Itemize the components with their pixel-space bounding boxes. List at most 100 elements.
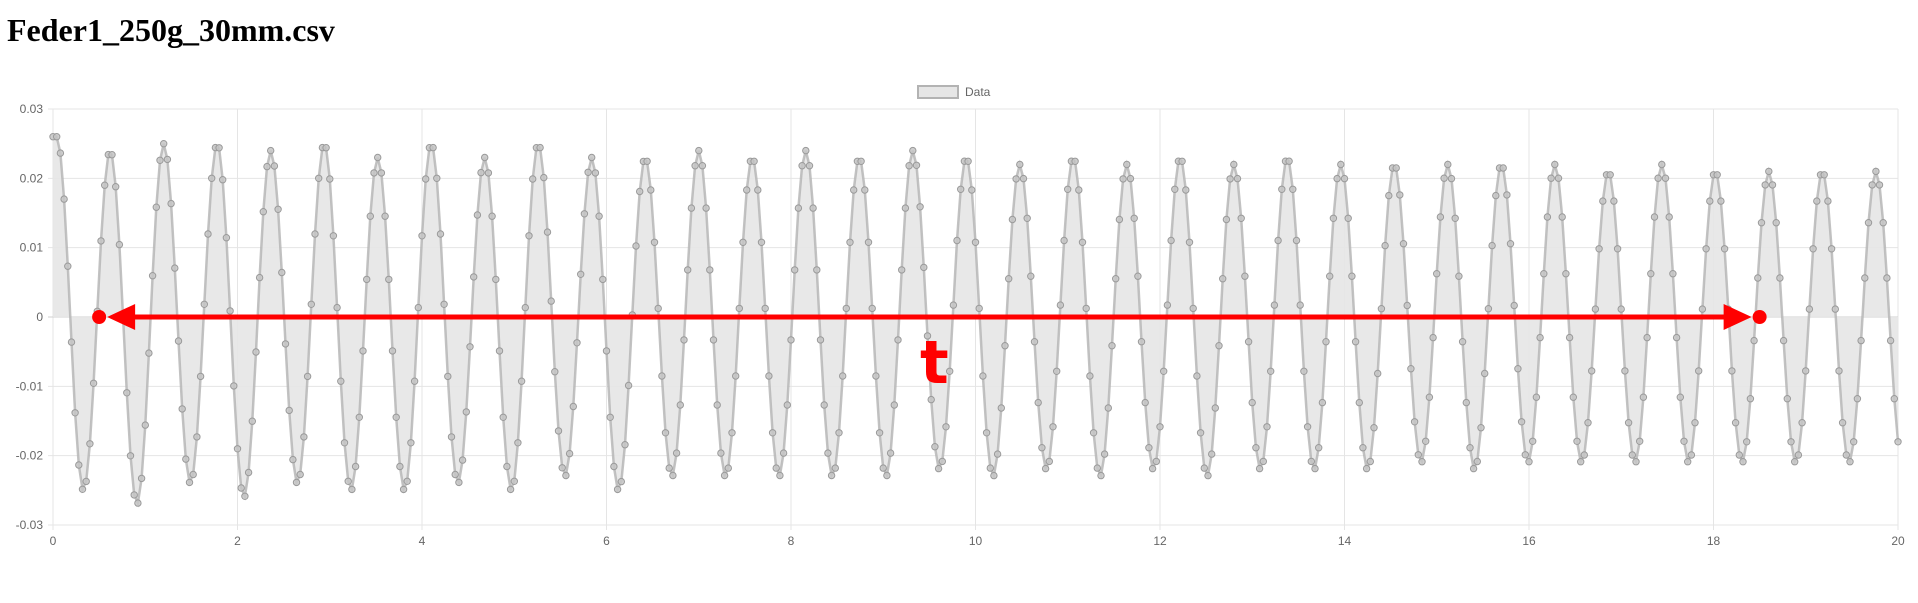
- y-tick-label: 0.01: [20, 241, 44, 255]
- data-point: [1160, 367, 1168, 375]
- data-point: [1381, 241, 1389, 250]
- data-point: [1624, 419, 1633, 427]
- data-point: [1355, 398, 1364, 407]
- data-point: [270, 162, 279, 170]
- data-point: [436, 230, 445, 238]
- data-point: [193, 433, 201, 441]
- data-point: [680, 336, 688, 344]
- y-tick-label: -0.01: [16, 379, 44, 393]
- data-point: [975, 304, 983, 313]
- data-point: [743, 186, 751, 194]
- data-point: [1112, 275, 1120, 283]
- data-point: [126, 452, 135, 460]
- data-point: [56, 149, 65, 157]
- data-point: [1182, 186, 1190, 194]
- data-point: [554, 427, 563, 435]
- data-point: [315, 174, 323, 183]
- data-point: [1060, 236, 1068, 245]
- data-point: [274, 205, 282, 214]
- data-point: [875, 429, 884, 437]
- data-point: [827, 471, 836, 480]
- data-point: [458, 456, 467, 464]
- data-point: [1621, 367, 1629, 375]
- data-point: [695, 146, 703, 155]
- data-point: [1064, 185, 1072, 194]
- data-point: [355, 413, 363, 421]
- data-point: [632, 242, 640, 250]
- data-point: [1126, 174, 1135, 183]
- data-point: [1200, 464, 1209, 472]
- data-point: [1023, 214, 1031, 223]
- data-point: [1772, 219, 1780, 227]
- data-point: [1208, 450, 1216, 458]
- data-point: [1558, 213, 1566, 221]
- data-point: [617, 477, 625, 486]
- data-point: [296, 470, 304, 479]
- data-point: [134, 499, 142, 507]
- data-point: [1580, 451, 1589, 459]
- data-point: [499, 413, 507, 421]
- data-point: [886, 449, 895, 457]
- data-point: [1422, 437, 1430, 445]
- data-point: [241, 492, 249, 500]
- data-point: [1034, 398, 1042, 407]
- data-point: [1152, 457, 1161, 466]
- data-point: [370, 169, 378, 177]
- x-tick-label: 18: [1707, 534, 1721, 548]
- data-point: [1307, 457, 1316, 466]
- data-point: [894, 336, 902, 344]
- data-point: [1591, 305, 1600, 313]
- data-point: [713, 401, 721, 409]
- data-point: [222, 234, 231, 242]
- data-point: [1119, 175, 1127, 183]
- data-point: [64, 262, 72, 270]
- data-point: [1108, 342, 1116, 350]
- data-point: [750, 157, 758, 166]
- data-point: [864, 238, 873, 247]
- data-point: [872, 372, 880, 380]
- data-point: [595, 212, 603, 220]
- data-point: [986, 464, 994, 472]
- data-point: [543, 228, 552, 236]
- data-point: [643, 157, 651, 166]
- data-point: [805, 162, 814, 170]
- data-point: [1418, 458, 1426, 466]
- data-point: [1746, 395, 1755, 403]
- data-point: [1414, 451, 1423, 459]
- data-point: [1019, 174, 1028, 183]
- data-point: [1632, 458, 1640, 466]
- data-point: [820, 401, 828, 409]
- data-point: [1329, 214, 1338, 223]
- data-point: [588, 153, 596, 162]
- data-point: [462, 408, 470, 416]
- data-point: [174, 337, 183, 345]
- data-point: [422, 175, 430, 183]
- data-point: [1492, 191, 1500, 200]
- data-point: [1311, 464, 1319, 473]
- data-point: [1215, 342, 1223, 350]
- data-point: [1267, 367, 1275, 375]
- annotation-start-dot: [92, 310, 107, 324]
- data-point: [1016, 160, 1024, 169]
- data-point: [219, 176, 227, 184]
- data-point: [289, 455, 297, 464]
- data-point: [1658, 160, 1666, 169]
- data-point: [189, 470, 197, 479]
- data-point: [1687, 451, 1696, 459]
- data-point: [1794, 451, 1803, 459]
- data-point: [765, 372, 773, 380]
- data-point: [503, 462, 511, 471]
- data-point: [97, 237, 105, 245]
- data-point: [1565, 333, 1574, 342]
- data-point: [429, 143, 437, 152]
- data-point: [148, 272, 157, 280]
- data-point: [842, 304, 850, 313]
- data-point: [1148, 464, 1157, 473]
- data-point: [385, 275, 393, 284]
- data-point: [1676, 393, 1685, 401]
- y-tick-label: -0.02: [16, 449, 44, 463]
- data-point: [1156, 423, 1164, 431]
- data-point: [1377, 305, 1386, 313]
- chart-legend[interactable]: Data: [917, 85, 991, 99]
- data-point: [1005, 275, 1013, 283]
